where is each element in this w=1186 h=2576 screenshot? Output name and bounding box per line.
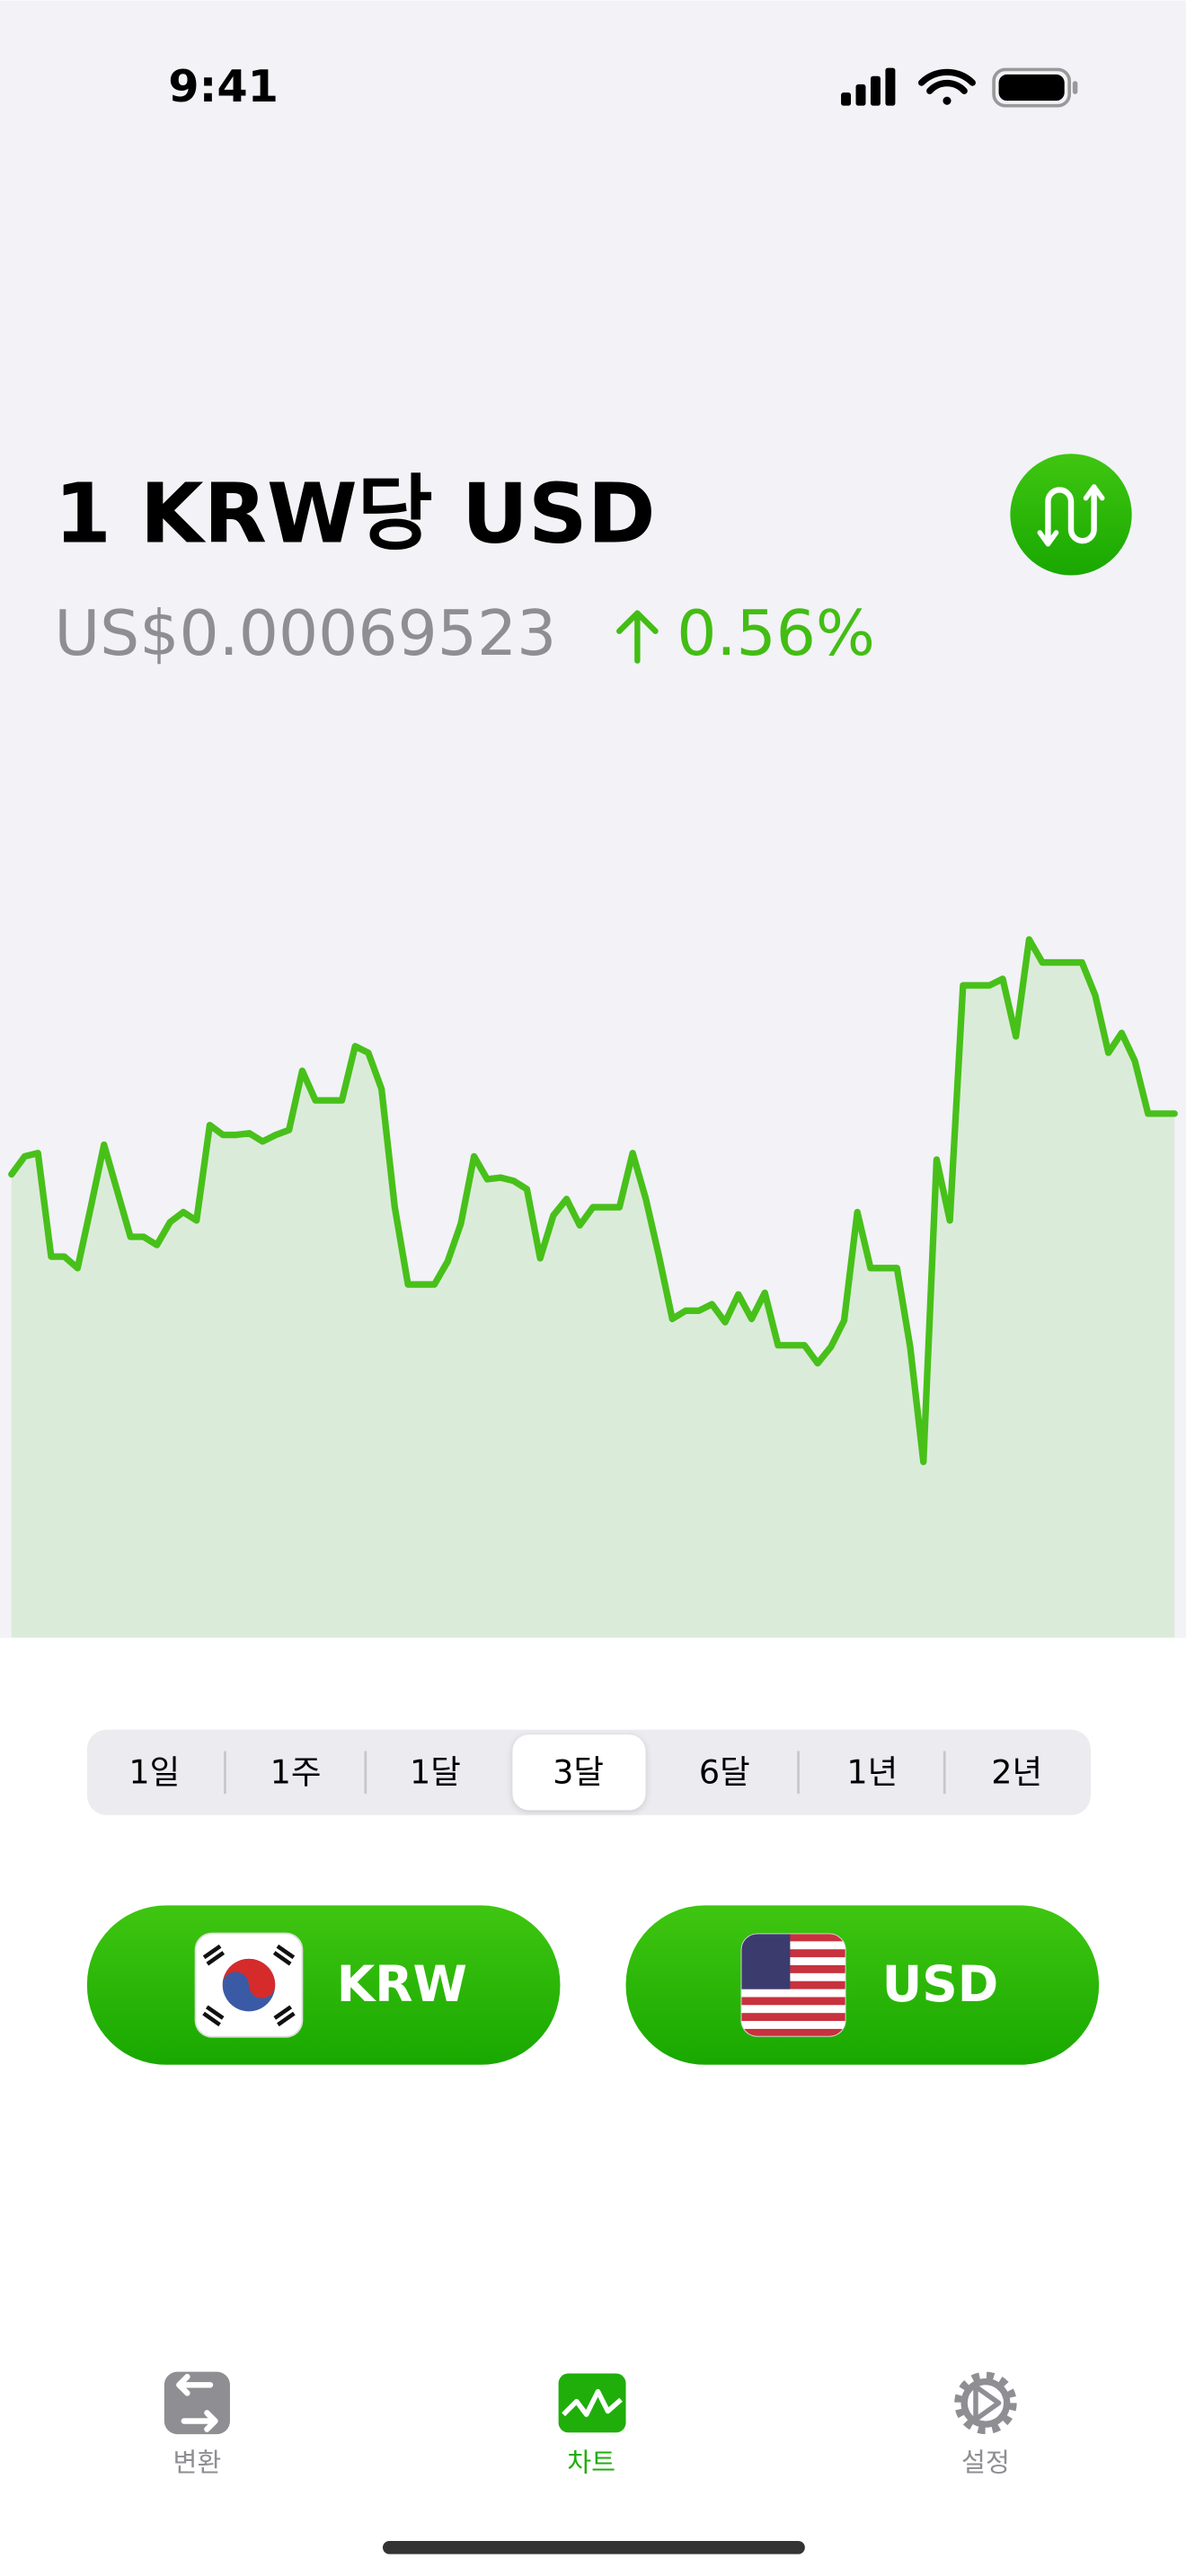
rate-value: US$0.00069523: [54, 598, 556, 670]
tab-label[interactable]: 차트: [567, 2448, 615, 2478]
tab-bar: 변환 차트 설정: [173, 2448, 1009, 2478]
settings-tab-icon: [954, 2371, 1017, 2435]
range-options: 1일 1주 1달 3달 6달 1년 2년: [128, 1734, 1042, 1811]
range-option[interactable]: 1달: [410, 1753, 461, 1792]
rate-line: [8, 936, 1178, 1466]
range-option[interactable]: 1주: [270, 1753, 322, 1792]
top-background: [0, 0, 1186, 1638]
from-currency-button[interactable]: KRW: [86, 1905, 561, 2065]
tab-label[interactable]: 변환: [173, 2448, 221, 2478]
swap-button[interactable]: [1010, 454, 1132, 576]
pair-title: 1 KRW당 USD: [54, 465, 655, 561]
chart-tab-icon: [558, 2373, 626, 2433]
change-value: 0.56%: [677, 598, 875, 670]
range-option[interactable]: 6달: [699, 1753, 750, 1792]
home-indicator: [382, 2540, 805, 2554]
convert-tab-icon: [164, 2371, 230, 2435]
currency-code: KRW: [337, 1955, 467, 2013]
wifi-icon: [917, 68, 976, 105]
chart: [8, 936, 1178, 1638]
range-option[interactable]: 1년: [846, 1753, 898, 1792]
to-currency-button[interactable]: USD: [625, 1905, 1100, 2065]
area-fill: [11, 939, 1175, 1638]
us-flag: [740, 1933, 846, 2037]
signal-icon: [841, 67, 896, 106]
up-arrow: [616, 610, 659, 664]
status-time: 9:41: [168, 60, 279, 112]
range-option[interactable]: 3달: [553, 1753, 604, 1792]
range-option[interactable]: 1일: [128, 1753, 180, 1792]
korea-flag: [194, 1932, 304, 2038]
selected-range-bg: [512, 1734, 646, 1811]
tab-label[interactable]: 설정: [961, 2448, 1010, 2478]
range-option[interactable]: 2년: [991, 1753, 1042, 1792]
currency-code: USD: [882, 1955, 999, 2013]
battery-icon: [992, 67, 1078, 108]
